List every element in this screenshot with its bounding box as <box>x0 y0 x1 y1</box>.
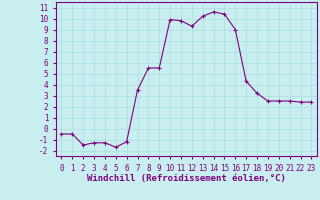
X-axis label: Windchill (Refroidissement éolien,°C): Windchill (Refroidissement éolien,°C) <box>87 174 286 183</box>
